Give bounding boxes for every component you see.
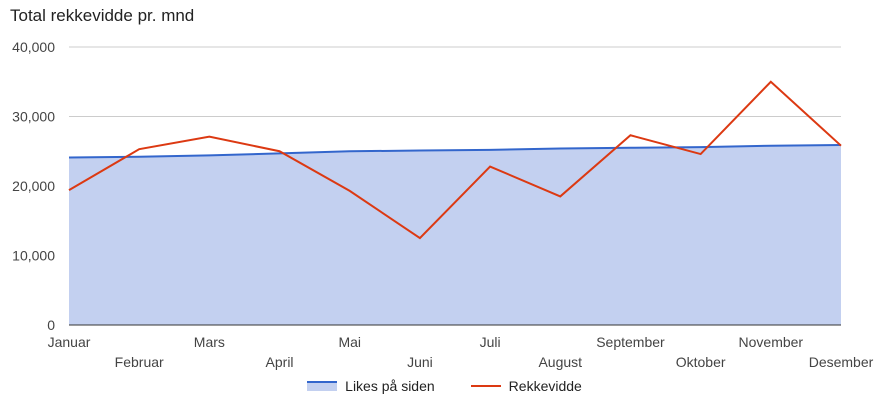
- x-tick-label: September: [596, 334, 665, 350]
- chart-title: Total rekkevidde pr. mnd: [10, 6, 195, 25]
- y-tick-label: 30,000: [12, 109, 55, 125]
- x-tick-label: Juli: [480, 334, 501, 350]
- legend-label-likes: Likes på siden: [345, 378, 435, 394]
- legend-item-likes[interactable]: Likes på siden: [307, 378, 435, 394]
- x-tick-label: April: [266, 354, 294, 370]
- x-tick-label: Januar: [48, 334, 91, 350]
- x-tick-label: Mai: [338, 334, 361, 350]
- legend-item-rekkevidde[interactable]: Rekkevidde: [470, 378, 582, 394]
- x-tick-label: November: [739, 334, 804, 350]
- x-tick-label: August: [538, 354, 582, 370]
- series-line-rekkevidde: [68, 80, 842, 240]
- legend-label-rekkevidde: Rekkevidde: [508, 378, 582, 394]
- legend-swatch-likes: [307, 381, 338, 391]
- legend: Likes på siden Rekkevidde: [0, 378, 889, 394]
- x-tick-label: Juni: [407, 354, 433, 370]
- y-tick-label: 40,000: [12, 39, 55, 55]
- y-tick-label: 0: [47, 317, 55, 333]
- x-tick-label: Oktober: [676, 354, 726, 370]
- y-tick-label: 10,000: [12, 248, 55, 264]
- area-fill-likes: [69, 144, 841, 325]
- series-line-likes: [68, 143, 842, 159]
- y-tick-label: 20,000: [12, 178, 55, 194]
- legend-swatch-rekkevidde: [470, 380, 501, 392]
- x-tick-label: Februar: [115, 354, 164, 370]
- x-tick-label: Mars: [194, 334, 225, 350]
- x-tick-label: Desember: [809, 354, 874, 370]
